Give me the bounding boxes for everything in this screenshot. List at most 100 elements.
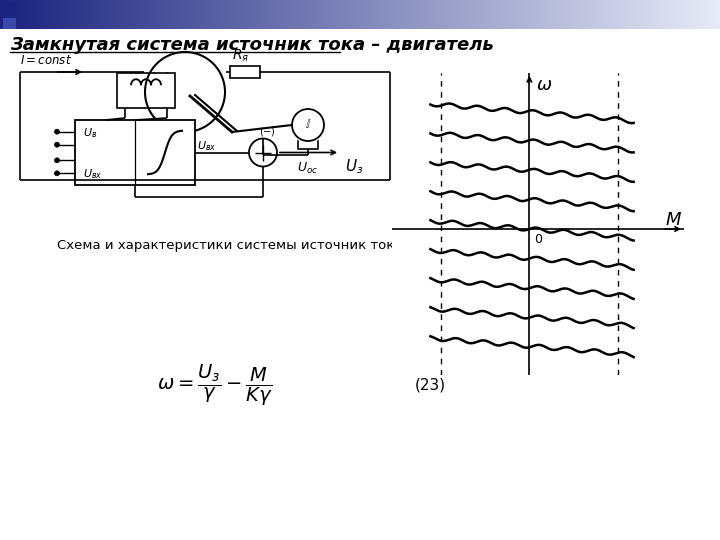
Bar <box>327 0 328 29</box>
Bar <box>289 0 290 29</box>
Bar <box>446 0 447 29</box>
Bar <box>359 0 360 29</box>
Bar <box>530 0 531 29</box>
Bar <box>193 0 194 29</box>
Bar <box>199 0 200 29</box>
Bar <box>135 0 136 29</box>
Bar <box>300 0 301 29</box>
Bar <box>365 0 366 29</box>
Bar <box>674 0 675 29</box>
Bar <box>576 0 577 29</box>
Bar <box>43 0 44 29</box>
Bar <box>696 0 697 29</box>
Bar <box>698 0 699 29</box>
Bar <box>462 0 463 29</box>
Bar <box>657 0 658 29</box>
Bar <box>590 0 591 29</box>
Bar <box>263 0 264 29</box>
Bar <box>11 0 12 29</box>
Bar <box>354 0 355 29</box>
Bar <box>548 0 549 29</box>
Text: (23): (23) <box>415 377 446 393</box>
Bar <box>288 0 289 29</box>
Bar <box>122 0 123 29</box>
Bar <box>186 0 187 29</box>
Bar <box>13 0 14 29</box>
Bar <box>191 0 192 29</box>
Bar <box>351 0 352 29</box>
Bar <box>438 0 439 29</box>
Bar <box>618 0 619 29</box>
Bar <box>127 0 128 29</box>
Bar <box>392 0 393 29</box>
Bar <box>38 0 39 29</box>
Bar <box>270 0 271 29</box>
Bar <box>402 0 403 29</box>
Bar <box>19 0 20 29</box>
Bar <box>210 0 211 29</box>
Bar <box>245 0 246 29</box>
Bar <box>478 0 479 29</box>
Bar <box>284 0 285 29</box>
Bar <box>226 0 227 29</box>
Bar <box>216 0 217 29</box>
Bar <box>243 0 244 29</box>
Bar <box>567 0 568 29</box>
Bar <box>202 0 203 29</box>
Text: $U_{oc}$: $U_{oc}$ <box>297 161 318 176</box>
Bar <box>214 0 215 29</box>
Bar <box>441 0 442 29</box>
Bar <box>86 0 87 29</box>
Bar <box>672 0 673 29</box>
Bar <box>599 0 600 29</box>
Bar <box>312 0 313 29</box>
Bar <box>290 0 291 29</box>
Bar <box>179 0 180 29</box>
Bar <box>393 0 394 29</box>
Bar <box>81 0 82 29</box>
Bar <box>138 0 139 29</box>
Bar <box>198 0 199 29</box>
Bar <box>658 0 659 29</box>
Bar <box>3 0 4 29</box>
Bar <box>523 0 524 29</box>
Bar <box>16 0 17 29</box>
Bar <box>298 0 299 29</box>
Bar <box>101 0 102 29</box>
Bar <box>35 0 36 29</box>
Bar <box>664 0 665 29</box>
Bar <box>447 0 448 29</box>
Bar <box>603 0 604 29</box>
Bar <box>8 0 9 29</box>
Bar <box>613 0 614 29</box>
Bar <box>33 0 34 29</box>
Bar <box>71 0 72 29</box>
Bar <box>410 0 411 29</box>
Bar <box>506 0 507 29</box>
Bar <box>414 0 415 29</box>
Bar <box>305 0 306 29</box>
Bar <box>235 0 236 29</box>
Bar <box>9 0 10 29</box>
Bar <box>467 0 468 29</box>
Bar <box>661 0 662 29</box>
Bar <box>546 0 547 29</box>
Bar <box>686 0 687 29</box>
Bar <box>693 0 694 29</box>
Bar <box>291 0 292 29</box>
Bar <box>50 0 51 29</box>
Bar <box>352 0 353 29</box>
Bar <box>415 0 416 29</box>
Bar <box>136 0 137 29</box>
Bar <box>269 0 270 29</box>
Bar <box>608 0 609 29</box>
Bar <box>389 0 390 29</box>
Bar <box>562 0 563 29</box>
Bar <box>488 0 489 29</box>
Bar <box>670 0 671 29</box>
Bar <box>246 0 247 29</box>
Bar <box>258 0 259 29</box>
Bar <box>221 0 222 29</box>
Bar <box>391 0 392 29</box>
Bar <box>42 0 43 29</box>
